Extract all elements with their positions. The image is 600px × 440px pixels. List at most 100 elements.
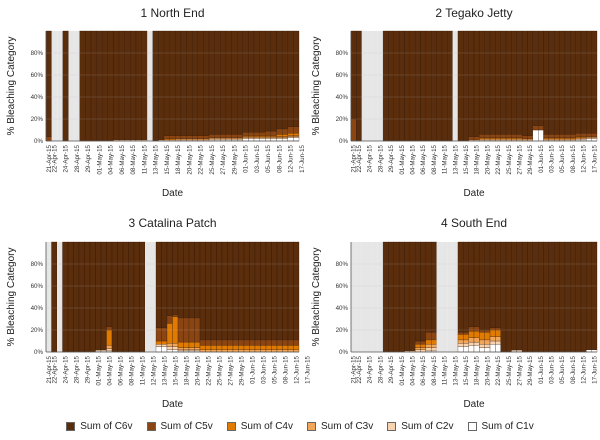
x-tick-label: 01-Jun-15 (249, 355, 256, 383)
bar-segment (166, 346, 173, 350)
bar-segment (489, 340, 496, 345)
bar-segment (237, 134, 243, 138)
x-tick-label: 18-May-15 (183, 355, 190, 385)
bar-segment (479, 347, 485, 353)
bar-segment (259, 135, 266, 137)
bar-segment-c6v (188, 241, 195, 319)
bar-segment (208, 134, 215, 138)
bar-segment-c6v (122, 241, 129, 353)
bar-segment (242, 136, 249, 138)
y-tick-label: 20% (31, 116, 44, 123)
bar-segment (192, 138, 198, 141)
y-tick-label: 0% (34, 138, 43, 145)
bar-segment-c6v (242, 30, 249, 133)
bar-segment (177, 347, 184, 350)
bar-segment-c6v (102, 30, 108, 142)
bar-segment (479, 138, 485, 141)
bar-segment (505, 137, 512, 139)
bar-segment (253, 132, 260, 136)
missing-bar (361, 242, 368, 352)
bar-segment (479, 329, 485, 333)
missing-bar (367, 242, 373, 352)
bar-segment (559, 134, 566, 138)
bar-segment-c6v (538, 30, 544, 126)
bar-segment (457, 339, 464, 344)
x-tick-label: 15-May-15 (164, 144, 171, 174)
bar-segment (457, 334, 464, 341)
bar-segment (463, 334, 469, 341)
bar-segment (548, 134, 555, 138)
bar-segment (287, 345, 294, 350)
bar-segment-c6v (155, 241, 162, 328)
x-tick-label: 28-Apr-15 (377, 144, 384, 172)
bar-segment-c6v (139, 241, 146, 353)
bar-segment (559, 137, 566, 139)
bar-segment (527, 135, 533, 139)
x-tick-label: 20-May-15 (194, 355, 201, 385)
bar-segment-c6v (161, 241, 168, 328)
bar-segment (489, 137, 496, 139)
bar-segment (188, 341, 195, 348)
chart-panel-1: 1 North End 0% 20% 40% 60% 80% % Bleaching Cat… (6, 6, 306, 199)
x-tick-label: 24-Apr-15 (62, 355, 69, 383)
bar-segment (293, 133, 300, 136)
bar-segment (237, 137, 243, 139)
bar-segment (265, 137, 272, 139)
bar-segment (208, 138, 215, 141)
bar-segment (214, 138, 221, 141)
bar-segment-c6v (457, 30, 464, 142)
bar-segment-c6v (293, 241, 300, 341)
x-tick-label: 05-Jun-15 (265, 144, 272, 172)
bar-segment-c6v (271, 241, 278, 341)
y-axis-title: % Bleaching Category (6, 248, 17, 347)
legend-label-c1v: Sum of C1v (481, 421, 534, 432)
bar-segment (484, 332, 491, 341)
x-tick-label: 03-Jun-15 (549, 144, 556, 172)
bar-segment (293, 136, 300, 138)
x-tick-label: 08-Jun-15 (570, 144, 577, 172)
x-tick-label: 15-May-15 (172, 355, 179, 385)
bar-segment (106, 329, 113, 346)
bar-segment (457, 343, 464, 347)
bar-segment (225, 138, 232, 141)
bar-segment (183, 347, 190, 350)
bar-segment-c6v (95, 241, 102, 350)
bar-segment-c6v (163, 30, 170, 136)
bar-segment (420, 344, 427, 348)
bar-segment (265, 136, 272, 138)
bar-segment (527, 138, 533, 141)
legend-swatch-c6v (66, 422, 76, 431)
x-tick-label: 25-May-15 (506, 355, 513, 385)
bar-segment (468, 341, 475, 346)
bar-segment (287, 339, 294, 346)
bar-segment (259, 132, 266, 136)
bar-segment (163, 135, 170, 139)
bar-segment-c6v (527, 241, 533, 353)
bar-segment (473, 326, 480, 332)
y-tick-label: 20% (336, 327, 349, 334)
bar-segment (216, 345, 223, 350)
bar-segment-c6v (505, 241, 512, 353)
bar-segment-c6v (586, 241, 592, 350)
bar-segment (169, 135, 176, 139)
bar-segment (495, 134, 501, 138)
missing-bar (441, 242, 448, 352)
bar-segment-c6v (45, 30, 52, 137)
bar-segment-c6v (575, 30, 582, 134)
bar-segment (293, 339, 300, 346)
bar-segment (516, 137, 523, 139)
bar-segment (287, 126, 294, 134)
bar-segment-c6v (495, 241, 501, 328)
x-tick-label: 17-Jun-15 (304, 355, 311, 383)
x-tick-label: 03-Jun-15 (260, 355, 267, 383)
bar-segment-c6v (259, 30, 266, 133)
bar-segment (495, 329, 501, 337)
y-tick-label: 60% (31, 72, 44, 79)
x-tick-label: 15-May-15 (463, 144, 470, 174)
x-tick-label: 21-Apr-15 (351, 144, 358, 172)
bar-segment-c6v (276, 241, 283, 341)
bar-segment-c6v (409, 30, 416, 142)
x-tick-label: 17-Jun-15 (299, 144, 306, 172)
x-tick-label: 05-Jun-15 (559, 144, 566, 172)
bar-segment (554, 138, 560, 141)
